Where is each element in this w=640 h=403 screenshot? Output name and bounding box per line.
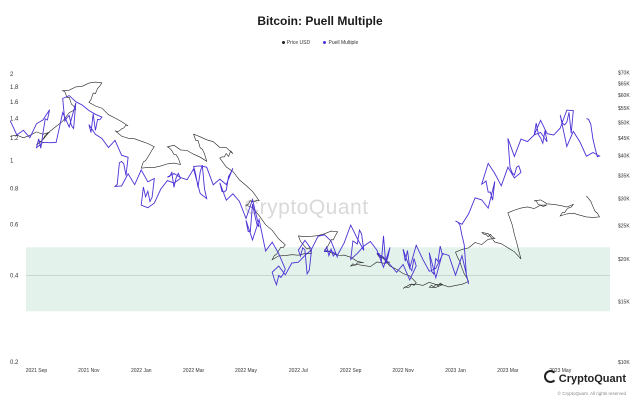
legend-label-price: Price USD [286, 40, 311, 46]
x-tick-label: 2021 Sep [26, 368, 48, 374]
y-right-tick-label: $20K [618, 257, 630, 263]
y-right-tick-label: $35K [618, 173, 630, 179]
y-left-tick-label: 1.6 [10, 100, 19, 106]
y-right-tick-label: $10K [618, 360, 630, 366]
y-right-tick-label: $30K [618, 196, 630, 202]
y-left-tick-label: 0.6 [10, 223, 19, 229]
y-right-tick-label: $50K [618, 120, 630, 126]
legend-dot-puell [323, 41, 327, 45]
buy-zone-band [26, 247, 610, 312]
legend-dot-price [281, 41, 285, 45]
y-left-tick-label: 1.2 [10, 136, 19, 142]
watermark: CryptoQuant [244, 196, 369, 219]
series-line-price-usd [10, 81, 600, 289]
legend-item-puell[interactable]: Puell Multiple [323, 40, 358, 46]
y-left-tick-label: 2 [10, 72, 14, 78]
y-left-tick-label: 1.8 [10, 85, 19, 91]
y-right-tick-label: $45K [618, 136, 630, 142]
x-tick-label: 2022 Mar [183, 368, 204, 374]
y-right-tick-label: $25K [618, 224, 630, 230]
brand: CryptoQuant [543, 370, 626, 385]
legend-item-price[interactable]: Price USD [281, 40, 311, 46]
x-tick-label: 2023 Jan [445, 368, 466, 374]
y-right-tick-label: $15K [618, 300, 630, 306]
y-right-tick-label: $55K [618, 106, 630, 112]
x-tick-label: 2023 May [549, 368, 571, 374]
x-tick-label: 2022 May [235, 368, 257, 374]
cryptoquant-logo-icon [543, 370, 557, 383]
y-right-tick-label: $65K [618, 81, 630, 87]
legend[interactable]: Price USD Puell Multiple [0, 40, 640, 46]
y-right-tick-label: $40K [618, 154, 630, 160]
y-left-tick-label: 1 [10, 159, 14, 165]
brand-name: CryptoQuant [558, 373, 626, 385]
x-tick-label: 2022 Jul [289, 368, 308, 374]
y-right-tick-label: $60K [618, 93, 630, 99]
chart-title: Bitcoin: Puell Multiple [257, 14, 383, 28]
y-right-tick-label: $70K [618, 70, 630, 76]
legend-label-puell: Puell Multiple [328, 40, 359, 46]
copyright: © CryptoQuant. All rights reserved [557, 391, 626, 396]
x-tick-label: 2021 Nov [78, 368, 100, 374]
x-tick-label: 2022 Sep [340, 368, 362, 374]
x-tick-label: 2022 Jan [131, 368, 152, 374]
series-line-puell-multiple [9, 95, 601, 287]
y-left-tick-label: 0.8 [10, 187, 19, 193]
y-left-tick-label: 1.4 [10, 117, 19, 123]
x-tick-label: 2022 Nov [392, 368, 414, 374]
y-left-tick-label: 0.4 [10, 273, 19, 279]
x-tick-label: 2023 Mar [497, 368, 518, 374]
y-left-tick-label: 0.2 [10, 360, 19, 366]
